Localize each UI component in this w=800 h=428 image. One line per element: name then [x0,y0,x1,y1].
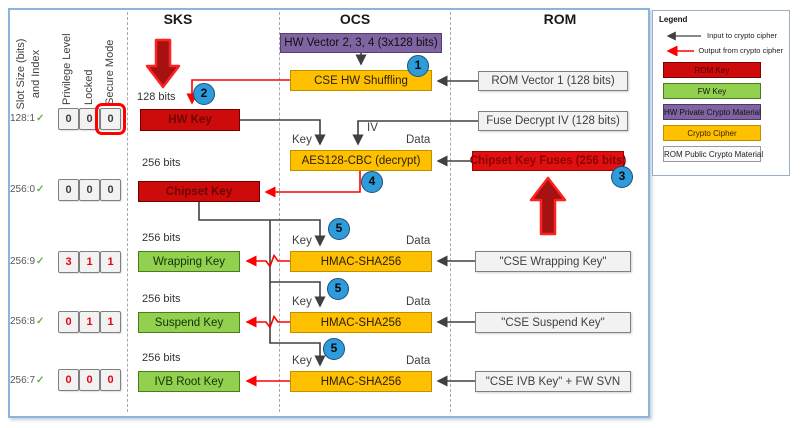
cell-secure-mode: 1 [100,251,121,273]
step-badge-1: 1 [407,55,429,77]
size-label-256-bits: 256 bits [142,352,181,364]
check-icon: ✓ [36,184,45,195]
column-header-ocs: OCS [339,11,371,27]
legend-input-arrow-row: Input to crypto cipher [659,29,783,42]
slot-size-line2: and Index [30,49,42,99]
slot-id: 256:0 [10,184,36,195]
box-ivb-root-key: IVB Root Key [138,371,240,392]
step-badge-4: 4 [361,171,383,193]
box-hmac-sha256-ivb: HMAC-SHA256 [290,371,432,392]
slot-id: 256:9 [10,256,36,267]
box-chipset-key-fuses: Chipset Key Fuses (256 bits) [470,151,626,171]
legend-item-rom-key: ROM Key [663,62,761,78]
legend-output-label: Output from crypto cipher [698,46,783,55]
input-arrow-icon [666,30,701,41]
legend-item-crypto-cipher: Crypto Cipher [663,125,761,141]
size-label-256-bits: 256 bits [142,157,181,169]
size-label-256-bits: 256 bits [142,232,181,244]
box-fuse-decrypt-iv: Fuse Decrypt IV (128 bits) [478,111,628,131]
hmac1-key-label: Key [292,235,312,247]
slot-row-label: 256:9✓ [10,256,58,267]
slot-id: 256:8 [10,316,36,327]
divider-ocs-rom [450,12,451,412]
cell-privilege: 0 [58,369,79,391]
box-hw-key: HW Key [140,109,240,131]
box-wrapping-key: Wrapping Key [138,251,240,272]
size-label-256-bits: 256 bits [142,293,181,305]
size-label-128-bits: 128 bits [137,91,176,103]
hmac2-key-label: Key [292,296,312,308]
step-badge-5-ivb: 5 [323,338,345,360]
legend: Legend Input to crypto cipher Output fro… [652,10,790,176]
cell-privilege: 0 [58,108,79,130]
column-header-rom: ROM [543,11,577,27]
column-header-sks: SKS [163,11,193,27]
divider-sidebar-sks [127,12,128,412]
cell-secure-mode: 0 [100,179,121,201]
cell-privilege: 3 [58,251,79,273]
aes-iv-label: IV [367,122,378,134]
cell-locked: 1 [79,311,100,333]
box-cse-ivb-key-string: "CSE IVB Key" + FW SVN [475,371,631,392]
legend-item-fw-key: FW Key [663,83,761,99]
sidebar-axis-secure-mode: Secure Mode [104,39,116,105]
check-icon: ✓ [36,316,45,327]
hmac2-data-label: Data [406,296,431,308]
sidebar-axis-privilege-level: Privilege Level [61,33,73,105]
slot-size-line1: Slot Size (bits) [15,38,27,110]
box-cse-hw-shuffling: CSE HW Shuffling [290,70,432,91]
cell-secure-mode: 0 [100,369,121,391]
slot-row-label: 256:7✓ [10,375,58,386]
cell-locked: 0 [79,179,100,201]
step-badge-5-wrapping: 5 [328,218,350,240]
step-badge-2: 2 [193,83,215,105]
legend-input-label: Input to crypto cipher [707,31,778,40]
slot-id: 256:7 [10,375,36,386]
divider-sks-ocs [279,12,280,412]
slot-row-label: 256:8✓ [10,316,58,327]
box-hmac-sha256-wrapping: HMAC-SHA256 [290,251,432,272]
aes-data-label: Data [406,134,431,146]
box-suspend-key: Suspend Key [138,312,240,333]
cell-privilege: 0 [58,311,79,333]
box-rom-vector-1: ROM Vector 1 (128 bits) [478,71,628,91]
slot-row-label: 256:0✓ [10,184,58,195]
hmac3-data-label: Data [406,355,431,367]
step-badge-5-suspend: 5 [327,278,349,300]
sidebar-axis-locked: Locked [83,69,95,105]
hmac1-data-label: Data [406,235,431,247]
check-icon: ✓ [36,113,45,124]
cell-locked: 1 [79,251,100,273]
cell-locked: 0 [79,108,100,130]
box-cse-suspend-key-string: "CSE Suspend Key" [475,312,631,333]
legend-item-hw-private: HW Private Crypto Material [663,104,761,120]
output-arrow-icon [666,45,695,56]
legend-item-rom-public: ROM Public Crypto Material [663,146,763,162]
hmac3-key-label: Key [292,355,312,367]
box-chipset-key: Chipset Key [138,181,260,202]
slot-row-label: 128:1✓ [10,113,58,124]
check-icon: ✓ [36,375,45,386]
slot-id: 128:1 [10,113,36,124]
check-icon: ✓ [36,256,45,267]
box-cse-wrapping-key-string: "CSE Wrapping Key" [475,251,631,272]
legend-output-arrow-row: Output from crypto cipher [659,44,783,57]
legend-title: Legend [659,15,688,24]
box-hw-vector: HW Vector 2, 3, 4 (3x128 bits) [280,33,442,53]
step-badge-3: 3 [611,166,633,188]
cell-secure-mode: 1 [100,311,121,333]
cell-secure-mode-highlighted: 0 [95,103,126,135]
cell-locked: 0 [79,369,100,391]
aes-key-label: Key [292,134,312,146]
cell-privilege: 0 [58,179,79,201]
box-aes128-cbc: AES128-CBC (decrypt) [290,150,432,171]
box-hmac-sha256-suspend: HMAC-SHA256 [290,312,432,333]
